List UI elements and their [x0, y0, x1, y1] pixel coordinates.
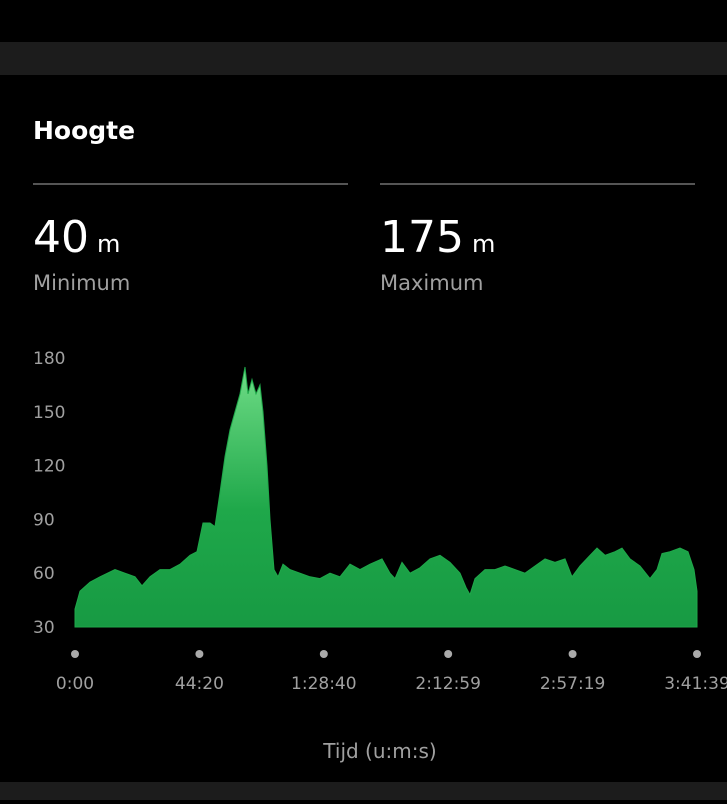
x-tick-dot: [444, 650, 453, 658]
y-tick-label: 30: [33, 618, 55, 638]
x-tick-label: 2:12:59: [415, 674, 481, 694]
x-tick-dot: [319, 650, 328, 658]
x-tick-dot: [71, 650, 79, 658]
y-tick-label: 120: [33, 457, 65, 477]
x-tick-label: 2:57:19: [540, 674, 606, 694]
x-tick-label: 1:28:40: [291, 674, 357, 694]
x-tick-dot: [568, 650, 577, 658]
stat-value: 175 m: [380, 212, 495, 263]
x-tick-dot: [693, 650, 701, 658]
top-strip: [0, 42, 727, 75]
y-tick-label: 180: [33, 349, 65, 369]
stat-value: 40 m: [33, 212, 120, 263]
stat-label: Maximum: [380, 271, 483, 295]
y-tick-label: 90: [33, 510, 55, 530]
x-tick-dot: [195, 650, 204, 658]
elevation-area: [74, 366, 698, 628]
card-title: Hoogte: [33, 116, 135, 145]
stat-label: Minimum: [33, 271, 130, 295]
stat-number: 175: [380, 212, 464, 263]
stat-number: 40: [33, 212, 89, 263]
y-tick-label: 60: [33, 564, 55, 584]
bottom-strip: [0, 782, 727, 800]
x-tick-label: 44:20: [175, 674, 224, 694]
x-axis-label: Tijd (u:m:s): [322, 739, 436, 763]
x-tick-label: 0:00: [56, 674, 94, 694]
stat-unit: m: [97, 230, 120, 258]
x-tick-label: 3:41:39: [664, 674, 727, 694]
stat-unit: m: [472, 230, 495, 258]
y-tick-label: 150: [33, 403, 65, 423]
